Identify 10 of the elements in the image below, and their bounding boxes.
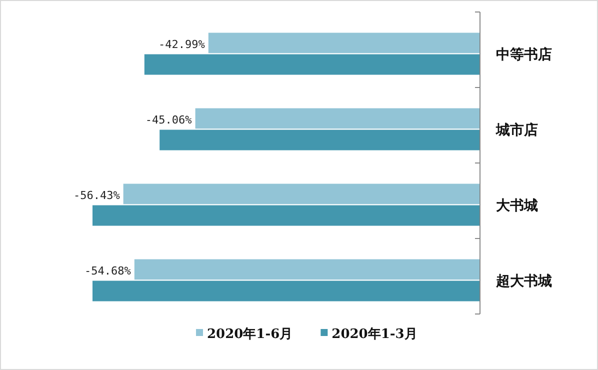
y-tick-label: 大书城: [496, 198, 538, 214]
legend-label: 2020年1-3月: [332, 327, 418, 342]
legend-label: 2020年1-6月: [207, 327, 293, 342]
data-label: -56.43%: [73, 189, 120, 202]
data-label: -54.68%: [84, 264, 132, 278]
data-label: -45.06%: [145, 114, 192, 126]
y-tick-label: 城市店: [495, 121, 538, 138]
y-tick-label: 超大书城: [495, 273, 552, 290]
y-tick-label: 中等书店: [496, 46, 552, 63]
data-label: -42.99%: [158, 38, 206, 51]
